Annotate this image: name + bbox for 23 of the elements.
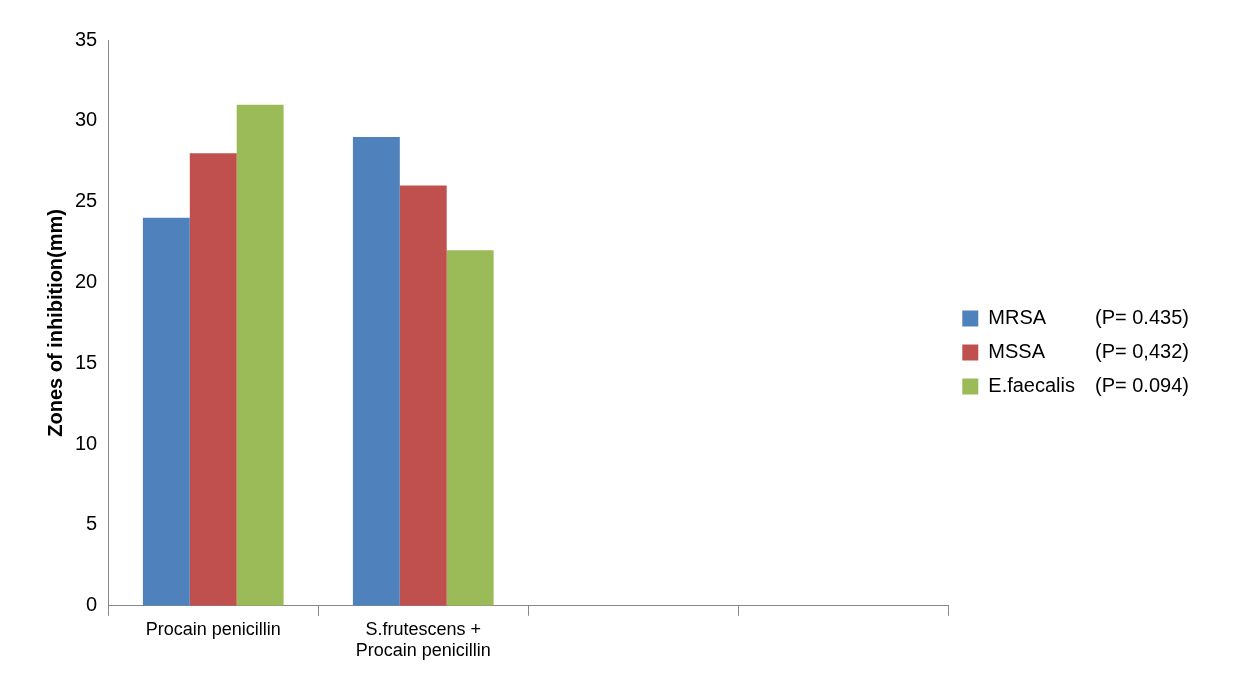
y-tick-label: 0: [86, 593, 98, 616]
y-tick-label: 10: [75, 431, 98, 454]
bar: [352, 136, 400, 606]
legend-label: E.faecalis: [988, 374, 1076, 397]
x-tick-label: S.frutescens + Procain penicillin: [355, 618, 491, 661]
y-tick-label: 5: [86, 512, 98, 535]
y-tick-label: 30: [75, 108, 98, 131]
x-tick-label: Procain penicillin: [145, 618, 281, 639]
y-tick-label: 25: [75, 189, 98, 212]
legend-label: MSSA: [988, 340, 1046, 363]
text: (P= 0.094): [1095, 374, 1189, 397]
text: (P= 0.435): [1095, 306, 1189, 329]
legend-label: MRSA: [988, 306, 1047, 329]
y-tick-label: 20: [75, 270, 98, 292]
text: (P= 0,432): [1095, 340, 1189, 363]
bar: [399, 185, 447, 606]
y-tick-label: 15: [75, 350, 98, 373]
bar: [446, 250, 494, 606]
bar: [236, 104, 284, 606]
y-tick-label: 35: [75, 27, 98, 50]
bar: [142, 217, 190, 606]
y-axis-title: Zones of inhibition(mm): [43, 209, 66, 437]
bar: [189, 153, 237, 606]
